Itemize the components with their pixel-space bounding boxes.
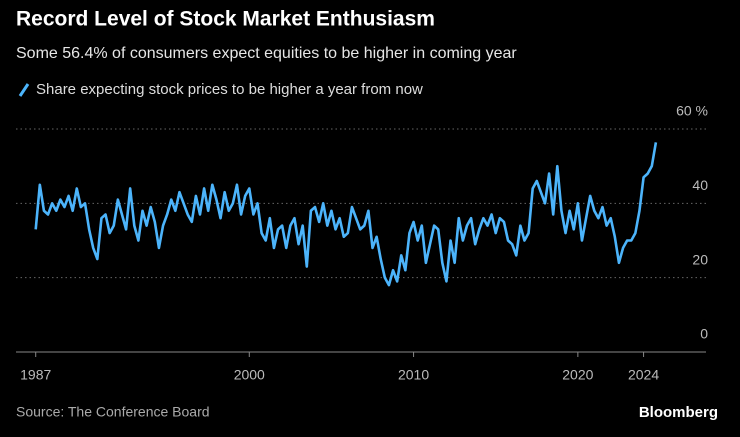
x-tick-label: 2010 xyxy=(398,367,429,383)
x-tick-label: 2024 xyxy=(628,367,659,383)
x-tick-label: 2000 xyxy=(234,367,265,383)
chart-title: Record Level of Stock Market Enthusiasm xyxy=(16,8,435,31)
y-tick-label: 20 xyxy=(692,251,708,267)
chart-subtitle: Some 56.4% of consumers expect equities … xyxy=(16,45,517,62)
x-tick-label: 2020 xyxy=(562,367,593,383)
y-tick-label: 40 xyxy=(692,177,708,193)
y-tick-label: 0 xyxy=(700,326,708,342)
legend-swatch xyxy=(18,83,30,97)
y-tick-label: 60 % xyxy=(676,103,708,119)
data-line xyxy=(34,142,658,287)
x-tick-label: 1987 xyxy=(20,367,51,383)
brand: Bloomberg xyxy=(639,404,718,421)
legend-label: Share expecting stock prices to be highe… xyxy=(36,81,423,98)
source: Source: The Conference Board xyxy=(16,404,210,420)
